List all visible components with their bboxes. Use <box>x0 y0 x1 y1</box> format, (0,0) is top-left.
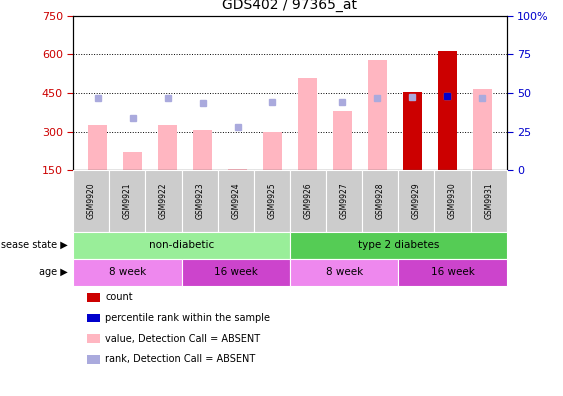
Text: GSM9925: GSM9925 <box>267 183 276 219</box>
Text: rank, Detection Call = ABSENT: rank, Detection Call = ABSENT <box>105 354 256 364</box>
Text: GSM9923: GSM9923 <box>195 183 204 219</box>
Text: non-diabetic: non-diabetic <box>149 240 214 250</box>
Text: GSM9931: GSM9931 <box>484 183 493 219</box>
Text: GSM9921: GSM9921 <box>123 183 132 219</box>
Text: GSM9926: GSM9926 <box>303 183 312 219</box>
Bar <box>298 78 317 170</box>
Bar <box>123 152 142 170</box>
Bar <box>368 59 387 170</box>
Text: 8 week: 8 week <box>325 267 363 277</box>
Bar <box>158 125 177 170</box>
Bar <box>437 51 457 170</box>
Bar <box>472 89 492 170</box>
Text: value, Detection Call = ABSENT: value, Detection Call = ABSENT <box>105 333 261 344</box>
Bar <box>403 92 422 170</box>
Text: GSM9930: GSM9930 <box>448 183 457 219</box>
Text: GSM9920: GSM9920 <box>87 183 96 219</box>
Bar <box>193 130 212 170</box>
Bar <box>228 169 247 170</box>
Text: disease state ▶: disease state ▶ <box>0 240 68 250</box>
Text: count: count <box>105 292 133 303</box>
Text: 16 week: 16 week <box>214 267 258 277</box>
Text: GSM9927: GSM9927 <box>339 183 348 219</box>
Bar <box>88 125 108 170</box>
Text: type 2 diabetes: type 2 diabetes <box>358 240 439 250</box>
Text: percentile rank within the sample: percentile rank within the sample <box>105 313 270 323</box>
Text: GSM9928: GSM9928 <box>376 183 385 219</box>
Text: 8 week: 8 week <box>109 267 146 277</box>
Text: 16 week: 16 week <box>431 267 475 277</box>
Text: GSM9924: GSM9924 <box>231 183 240 219</box>
Text: GSM9929: GSM9929 <box>412 183 421 219</box>
Text: GSM9922: GSM9922 <box>159 183 168 219</box>
Bar <box>263 131 282 170</box>
Bar <box>333 111 352 170</box>
Text: age ▶: age ▶ <box>39 267 68 277</box>
Title: GDS402 / 97365_at: GDS402 / 97365_at <box>222 0 358 12</box>
